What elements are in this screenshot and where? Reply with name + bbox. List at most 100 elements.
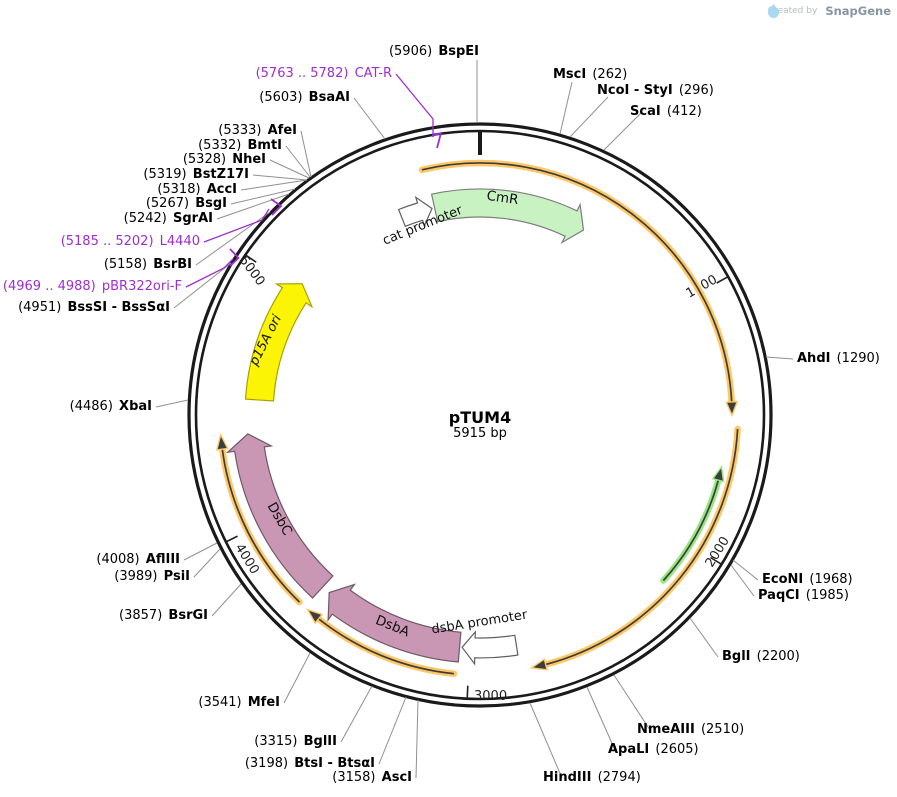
- feature-p15a_ori-arrow[interactable]: [244, 283, 314, 402]
- enzyme-label-bglii[interactable]: (3315) BglII: [252, 734, 337, 749]
- watermark: Created by SnapGene: [767, 4, 891, 18]
- feature-dsba_promoter-label[interactable]: dsbA promoter: [431, 607, 529, 637]
- leader-line: [415, 699, 419, 779]
- watermark-created-by: Created by: [767, 6, 818, 16]
- leader-line: [230, 188, 296, 205]
- enzyme-label-afliii[interactable]: (4008) AflIII: [94, 552, 180, 567]
- site-position: (3198): [244, 756, 289, 771]
- site-name: XbaI: [119, 399, 152, 414]
- site-position: (4486): [69, 399, 113, 414]
- site-name: SgrAI: [173, 211, 213, 226]
- primer-binding-mark[interactable]: [431, 131, 443, 149]
- enzyme-label-bsgi[interactable]: (5267) BsgI: [144, 196, 227, 211]
- feature-cat_promoter-arrow[interactable]: [397, 195, 433, 228]
- orf-arc-core: [545, 428, 739, 666]
- feature-cmr-label[interactable]: CmR: [486, 188, 520, 208]
- site-name: NheI: [232, 152, 266, 167]
- enzyme-label-msci[interactable]: MscI (262): [553, 67, 629, 82]
- enzyme-label-bmti[interactable]: (5332) BmtI: [196, 138, 282, 153]
- site-name: AscI: [381, 770, 412, 785]
- scale-tick: [716, 275, 729, 284]
- enzyme-label-asci[interactable]: (3158) AscI: [330, 770, 412, 785]
- enzyme-label-paqci[interactable]: PaqCI (1985): [758, 588, 851, 603]
- site-position: (5158): [103, 257, 148, 272]
- enzyme-label-bsrbi[interactable]: (5158) BsrBI: [102, 257, 192, 272]
- feature-dsba_promoter-arrow[interactable]: [461, 630, 519, 666]
- feature-dsba-arrow[interactable]: [327, 583, 462, 663]
- site-position: (5333): [218, 123, 262, 138]
- scale-tick: [710, 556, 723, 565]
- primer-leader-line: [185, 258, 234, 288]
- site-position: (3989): [114, 569, 158, 584]
- enzyme-label-bsrgi[interactable]: (3857) BsrGI: [117, 608, 208, 623]
- leader-line: [353, 97, 386, 140]
- primer-binding-mark[interactable]: [270, 198, 283, 216]
- enzyme-label-bsssi-bsss-i[interactable]: (4951) BssSI - BssSαI: [16, 300, 170, 315]
- feature-cmr-arrow[interactable]: [430, 188, 585, 245]
- site-position: (262): [592, 67, 628, 82]
- site-name: NmeAIII: [637, 722, 695, 737]
- primer-name: CAT-R: [354, 66, 392, 81]
- primer-binding-mark[interactable]: [229, 248, 240, 267]
- primer-range: (5185 .. 5202): [60, 234, 154, 249]
- enzyme-label-bstz17i[interactable]: (5319) BstZ17I: [141, 167, 249, 182]
- site-name: HindIII: [543, 770, 592, 785]
- enzyme-label-bsaai[interactable]: (5603) BsaAI: [257, 90, 350, 105]
- site-name: NcoI - StyI: [597, 83, 673, 98]
- primer-range: (5763 .. 5782): [255, 66, 349, 81]
- enzyme-label-econi[interactable]: EcoNI (1968): [762, 572, 855, 587]
- site-position: (2200): [756, 649, 800, 664]
- site-position: (4008): [96, 552, 140, 567]
- site-name: BsaAI: [308, 90, 350, 105]
- site-name: BstZ17I: [192, 167, 249, 182]
- enzyme-label-nhei[interactable]: (5328) NheI: [181, 152, 266, 167]
- orf-arc[interactable]: [542, 425, 741, 668]
- enzyme-label-psii[interactable]: (3989) PsiI: [112, 569, 190, 584]
- enzyme-label-btsi-bts-i[interactable]: (3198) BtsI - BtsαI: [243, 756, 375, 771]
- site-position: (5906): [388, 44, 433, 59]
- primer-label-pbr322ori-f[interactable]: (4969 .. 4988) pBR322ori-F: [1, 279, 182, 294]
- site-position: (3857): [119, 608, 163, 623]
- site-name: MscI: [553, 67, 587, 82]
- site-name: AhdI: [797, 351, 831, 366]
- leader-line: [211, 583, 242, 617]
- site-position: (3158): [332, 770, 376, 785]
- feature-dsbc-arrow[interactable]: [225, 433, 334, 599]
- enzyme-label-afei[interactable]: (5333) AfeI: [216, 123, 297, 138]
- watermark-brand: SnapGene: [825, 4, 891, 18]
- enzyme-label-bgli[interactable]: BglI (2200): [722, 649, 802, 664]
- leader-line: [173, 262, 232, 309]
- orf-arc-core: [221, 449, 301, 603]
- primer-name: L4440: [159, 234, 200, 249]
- site-position: (3541): [198, 695, 242, 710]
- orf-arc-core: [421, 162, 733, 403]
- enzyme-label-acci[interactable]: (5318) AccI: [155, 182, 237, 197]
- site-name: BsrGI: [168, 608, 208, 623]
- enzyme-label-nmeaiii[interactable]: NmeAIII (2510): [637, 722, 746, 737]
- site-name: BsgI: [195, 196, 227, 211]
- leader-line: [529, 702, 563, 779]
- primer-leader-line: [203, 208, 270, 243]
- primer-label-cat-r[interactable]: (5763 .. 5782) CAT-R: [254, 66, 392, 81]
- primer-label-l4440[interactable]: (5185 .. 5202) L4440: [59, 234, 200, 249]
- leader-line: [603, 111, 643, 151]
- site-name: ScaI: [630, 104, 661, 119]
- leader-line: [378, 696, 407, 765]
- enzyme-label-sgrai[interactable]: (5242) SgrAI: [122, 211, 213, 226]
- site-name: BspEI: [438, 44, 479, 59]
- enzyme-label-hindiii[interactable]: HindIII (2794): [543, 770, 643, 785]
- leader-line: [732, 559, 759, 581]
- enzyme-label-scai[interactable]: ScaI (412): [630, 104, 704, 119]
- leader-line: [586, 686, 616, 751]
- enzyme-label-mfei[interactable]: (3541) MfeI: [196, 695, 280, 710]
- enzyme-label-ncoi-styi[interactable]: NcoI - StyI (296): [597, 83, 716, 98]
- enzyme-label-bspei[interactable]: (5906) BspEI: [387, 44, 479, 59]
- scale-tick: [466, 685, 469, 699]
- site-name: BglII: [303, 734, 337, 749]
- enzyme-label-xbai[interactable]: (4486) XbaI: [68, 399, 152, 414]
- enzyme-label-apali[interactable]: ApaLI (2605): [608, 742, 701, 757]
- leader-line: [569, 96, 609, 138]
- enzyme-label-ahdi[interactable]: AhdI (1290): [797, 351, 882, 366]
- site-position: (1968): [809, 572, 853, 587]
